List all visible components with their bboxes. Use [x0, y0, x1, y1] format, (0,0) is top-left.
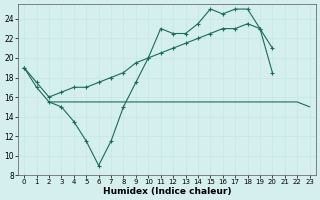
X-axis label: Humidex (Indice chaleur): Humidex (Indice chaleur): [103, 187, 231, 196]
